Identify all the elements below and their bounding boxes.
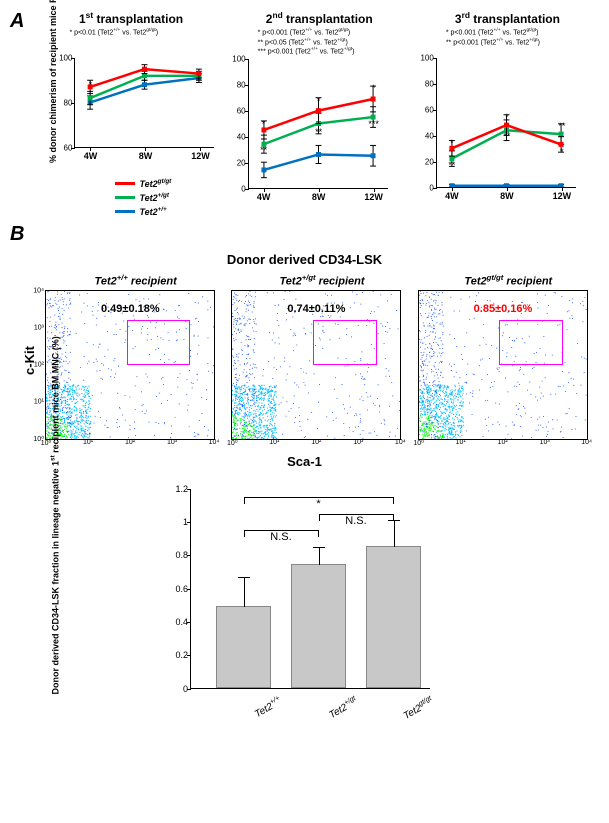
facs-plot-1: Tet2+/+ recipient0.49±0.18%10⁰10⁰10¹10¹1… [45,273,226,440]
bar-ylabel: Donor derived CD34-LSK fraction in linea… [50,494,61,694]
legend-gtgt: Tet2gt/gt [115,178,171,189]
panel-a-label: A [10,10,24,33]
panel-b-title: Donor derived CD34-LSK [10,252,599,267]
bar-chart: 00.20.40.60.811.2Tet2+/+Tet2+/gtTet2gt/g… [190,489,430,689]
facs-gate [499,320,563,364]
significance-legend: * p<0.001 (Tet2+/+ vs. Tet2gt/gt)** p<0.… [446,28,599,56]
facs-plot-2: Tet2+/gt recipient0.74±0.11%10⁰10¹10²10³… [231,273,412,440]
sig-bracket: N.S. [244,530,319,543]
ylabel: % donor chimerism of recipient mice PB (… [48,43,58,163]
facs-percentage: 0.85±0.16% [474,303,533,315]
chart-title: 3rd transplantation [416,10,599,26]
line-chart-1: 1st transplantation * p<0.01 (Tet2+/+ vs.… [39,10,222,208]
facs-percentage: 0.49±0.18% [101,303,160,315]
panel-b: B Donor derived CD34-LSK c-Kit Tet2+/+ r… [10,223,599,689]
facs-percentage: 0.74±0.11% [287,303,345,315]
significance-legend: * p<0.001 (Tet2+/+ vs. Tet2gt/gt)** p<0.… [258,28,411,57]
panel-a: A 1st transplantation * p<0.01 (Tet2+/+ v… [10,10,599,208]
panel-b-label: B [10,223,599,246]
facs-plot-3: Tet2gt/gt recipient0.85±0.16%10⁰10¹10²10… [418,273,599,440]
line-chart-2: 2nd transplantation * p<0.001 (Tet2+/+ vs… [228,10,411,208]
sig-bracket: N.S. [319,514,394,527]
chart-title: 2nd transplantation [228,10,411,26]
significance-legend: * p<0.01 (Tet2+/+ vs. Tet2gt/gt) [69,28,222,56]
line-chart-3: 3rd transplantation * p<0.001 (Tet2+/+ vs… [416,10,599,208]
facs-gate [313,320,377,364]
bar-1 [291,564,346,687]
bar-chart-section: Donor derived CD34-LSK fraction in linea… [10,489,599,689]
sca1-axis-label: Sca-1 [10,454,599,469]
legend-wt: Tet2+/+ [115,206,166,217]
facs-gate [127,320,191,364]
bar-0 [216,606,271,688]
bar-2 [366,546,421,688]
facs-plots-row: Tet2+/+ recipient0.49±0.18%10⁰10⁰10¹10¹1… [45,273,599,440]
legend-hetgt: Tet2+/gt [115,192,169,203]
sig-bracket: * [244,497,394,510]
chart-title: 1st transplantation [39,10,222,26]
